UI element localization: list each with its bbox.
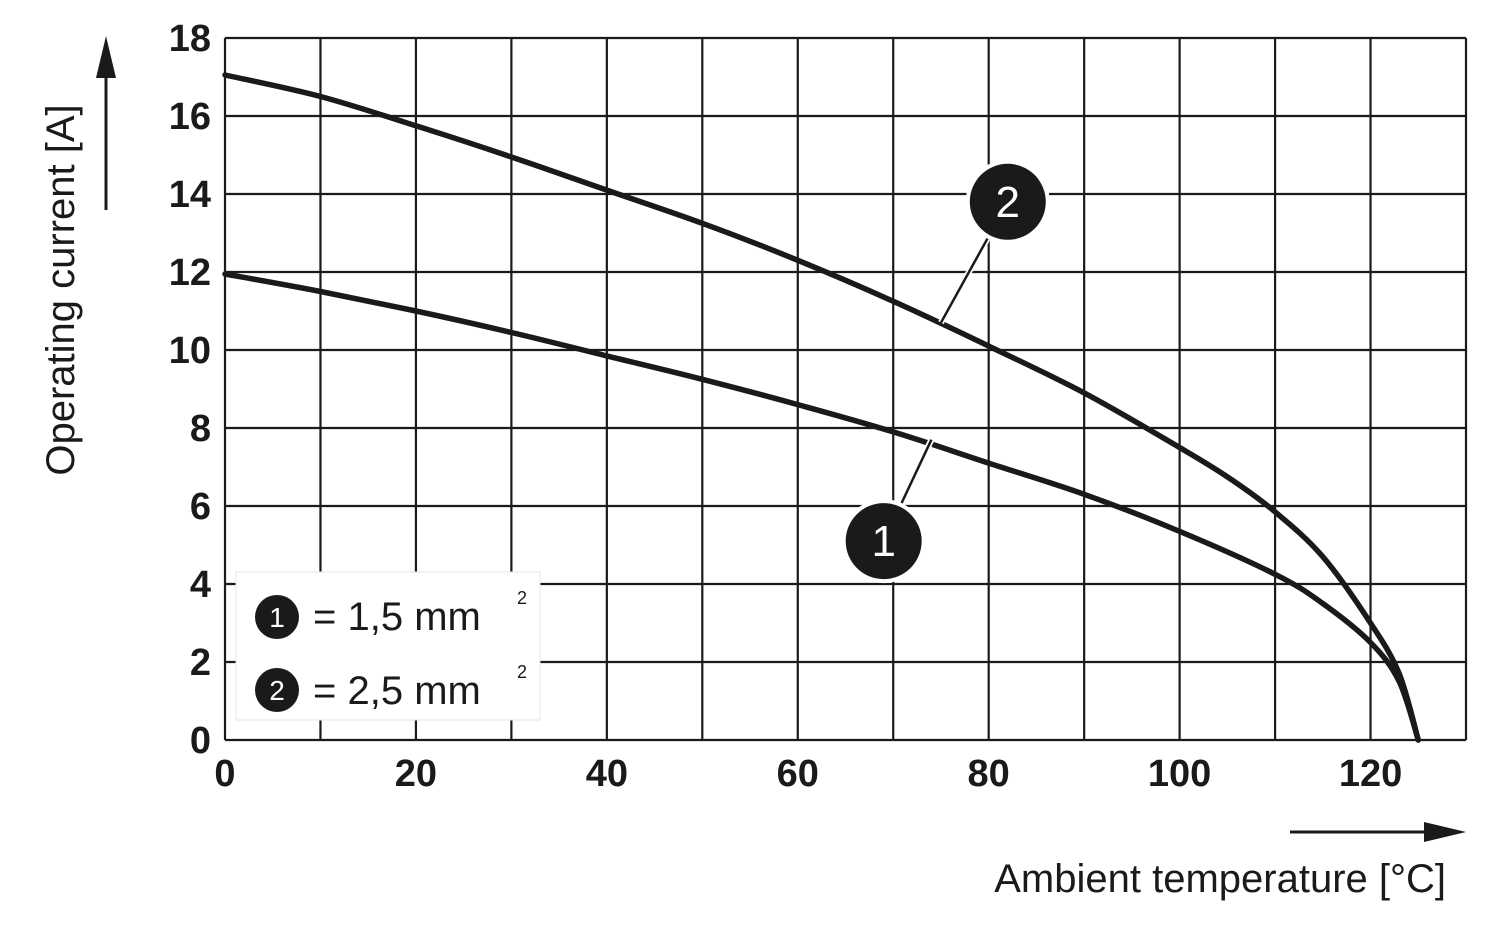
- y-tick-label: 18: [169, 18, 211, 60]
- legend-label-1: = 1,5 mm: [313, 595, 481, 639]
- legend-sup-2: 2: [517, 662, 527, 682]
- marker-circle-1: [845, 503, 922, 580]
- x-tick-label: 20: [395, 753, 437, 795]
- y-tick-label: 6: [190, 486, 211, 528]
- marker-leader-1: [900, 439, 933, 504]
- y-axis-arrow-head: [96, 36, 116, 78]
- y-tick-label: 0: [190, 720, 211, 762]
- legend-marker-1: [255, 595, 299, 639]
- marker-leader-2: [939, 237, 989, 324]
- y-tick-label: 10: [169, 330, 211, 372]
- x-tick-label: 120: [1339, 753, 1402, 795]
- legend-marker-1-label: 1: [269, 602, 285, 633]
- series-line-1: [222, 271, 1422, 743]
- y-axis-title: Operating current [A]: [39, 36, 116, 476]
- y-tick-label: 2: [190, 642, 211, 684]
- x-tick-label: 40: [586, 753, 628, 795]
- x-axis-label: Ambient temperature [°C]: [994, 857, 1446, 901]
- marker-label-1: 1: [871, 517, 895, 566]
- curve-markers: 12: [841, 159, 1050, 584]
- x-tick-label: 0: [214, 753, 235, 795]
- grid-lines: [223, 36, 1468, 742]
- y-tick-label: 16: [169, 96, 211, 138]
- y-tick-label: 8: [190, 408, 211, 450]
- legend-marker-2: [255, 668, 299, 712]
- x-axis-arrow-head: [1424, 822, 1466, 842]
- legend-label-2: = 2,5 mm: [313, 669, 481, 713]
- x-tick-label: 60: [777, 753, 819, 795]
- legend-item-2: 2 = 2,5 mm 2: [255, 662, 527, 713]
- y-tick-label: 4: [190, 564, 211, 606]
- legend-sup-1: 2: [517, 588, 527, 608]
- legend: 1 = 1,5 mm 2 2 = 2,5 mm 2: [235, 571, 541, 721]
- x-tick-label: 100: [1148, 753, 1211, 795]
- data-curves: [222, 72, 1422, 743]
- y-tick-label: 14: [169, 174, 211, 216]
- marker-label-2: 2: [996, 178, 1020, 227]
- x-axis-title: Ambient temperature [°C]: [994, 822, 1466, 901]
- marker-circle-2: [969, 163, 1046, 240]
- y-tick-label: 12: [169, 252, 211, 294]
- legend-item-1: 1 = 1,5 mm 2: [255, 588, 527, 639]
- y-axis-label: Operating current [A]: [39, 104, 83, 475]
- x-tick-label: 80: [968, 753, 1010, 795]
- legend-marker-2-label: 2: [269, 675, 285, 706]
- series-line-2: [222, 72, 1422, 743]
